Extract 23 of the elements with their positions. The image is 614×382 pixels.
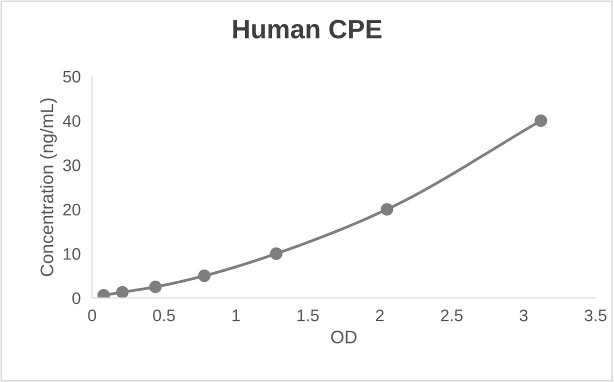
y-tick-label: 0 — [72, 292, 80, 304]
point — [116, 286, 129, 298]
y-axis-title: Concentration (ng/mL) — [40, 98, 57, 276]
x-tick-label: 1.5 — [298, 310, 319, 322]
y-tick-label: 30 — [63, 159, 80, 172]
x-tick-label: 0.5 — [153, 310, 175, 322]
point — [380, 203, 394, 216]
x-tick-label: 2 — [376, 310, 384, 322]
x-tick-label: 0 — [88, 310, 96, 322]
y-tick-label: 40 — [62, 115, 80, 127]
point — [149, 280, 162, 294]
x-tick-label: 3.5 — [584, 310, 606, 322]
point — [198, 270, 211, 282]
x-tick-label: 1 — [232, 310, 240, 322]
y-tick-label: 10 — [64, 248, 80, 260]
x-tick-label: 2.5 — [440, 310, 463, 322]
y-tick-label: 20 — [63, 204, 80, 216]
x-axis-title: OD — [331, 330, 357, 344]
y-tick-label: 50 — [63, 70, 80, 83]
point — [270, 247, 282, 260]
chart-title: Human CPE — [233, 20, 382, 38]
point — [534, 114, 548, 127]
x-tick-label: 3 — [520, 310, 528, 322]
